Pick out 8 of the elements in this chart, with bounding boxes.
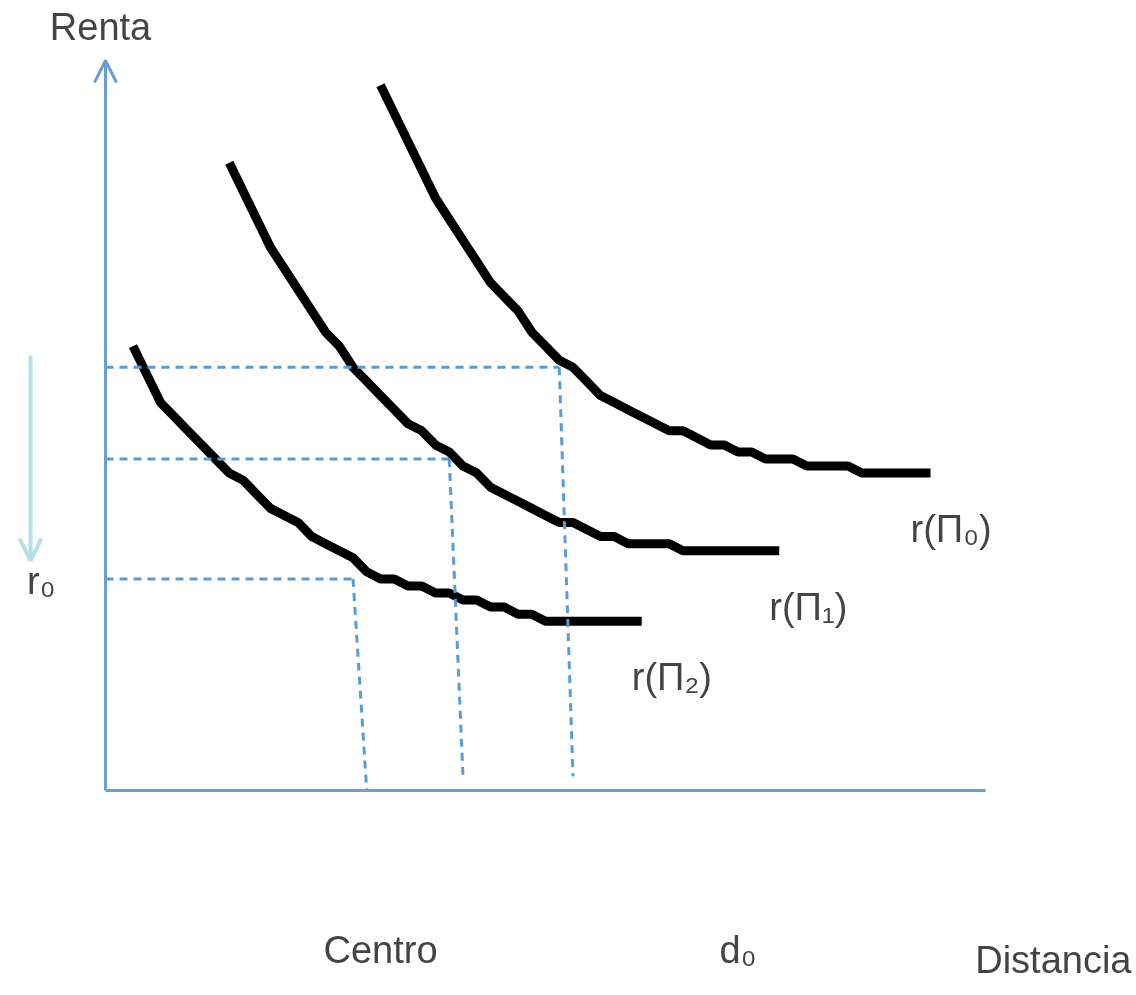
series-label: r(Π₂) [631, 656, 712, 699]
y-axis-title: Renta [49, 5, 153, 48]
text: r₀ [27, 559, 56, 602]
series-label: r(Π₀) [910, 508, 992, 551]
series-label: r(Π₁) [769, 585, 848, 628]
x-axis-title: Distancia [975, 938, 1133, 981]
x-tick-label: d₀ [719, 928, 757, 971]
x-tick-label: Centro [323, 928, 438, 971]
